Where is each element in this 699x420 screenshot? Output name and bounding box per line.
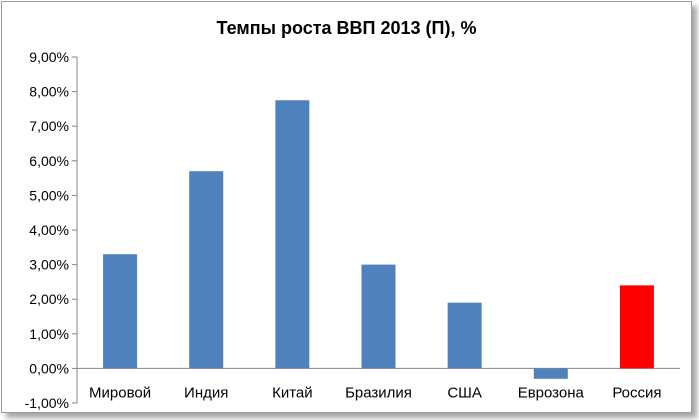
- x-category-label: Бразилия: [345, 384, 412, 401]
- bar-2: [189, 171, 224, 369]
- y-tick-label: 5,00%: [29, 187, 69, 203]
- x-axis: Мировой Индия Китай Бразилия США Еврозона Росс…: [77, 367, 680, 401]
- y-tick-label: 4,00%: [29, 222, 69, 238]
- bar-7: [619, 285, 654, 369]
- y-tick-label: 2,00%: [29, 291, 69, 307]
- bar-6: [533, 368, 568, 379]
- y-tick-label: 8,00%: [29, 84, 69, 100]
- y-tick-label: 0,00%: [29, 360, 69, 376]
- bar-5: [447, 302, 482, 369]
- x-category-label: Еврозона: [518, 384, 585, 401]
- bars: [103, 100, 654, 379]
- y-tick-label: -1,00%: [25, 395, 69, 411]
- y-tick-label: 1,00%: [29, 326, 69, 342]
- x-category-label: Россия: [612, 384, 661, 401]
- chart-frame: Темпы роста ВВП 2013 (П), % -1,00% 0,00% 1…: [1, 1, 692, 413]
- x-category-label: Индия: [184, 384, 228, 401]
- bar-4: [361, 264, 396, 369]
- chart-title: Темпы роста ВВП 2013 (П), %: [216, 18, 477, 38]
- bar-3: [275, 100, 310, 369]
- y-tick-label: 9,00%: [29, 49, 69, 65]
- bar-chart: -1,00% 0,00% 1,00% 2,00% 3,00% 4,00% 5,00% 6,00…: [25, 49, 680, 411]
- bar-1: [103, 254, 138, 369]
- x-category-label: США: [447, 384, 482, 401]
- x-category-label: Китай: [272, 384, 313, 401]
- y-tick-label: 7,00%: [29, 118, 69, 134]
- y-axis: -1,00% 0,00% 1,00% 2,00% 3,00% 4,00% 5,00% 6,00…: [25, 49, 78, 411]
- y-tick-label: 3,00%: [29, 257, 69, 273]
- y-tick-label: 6,00%: [29, 153, 69, 169]
- x-category-label: Мировой: [89, 384, 151, 401]
